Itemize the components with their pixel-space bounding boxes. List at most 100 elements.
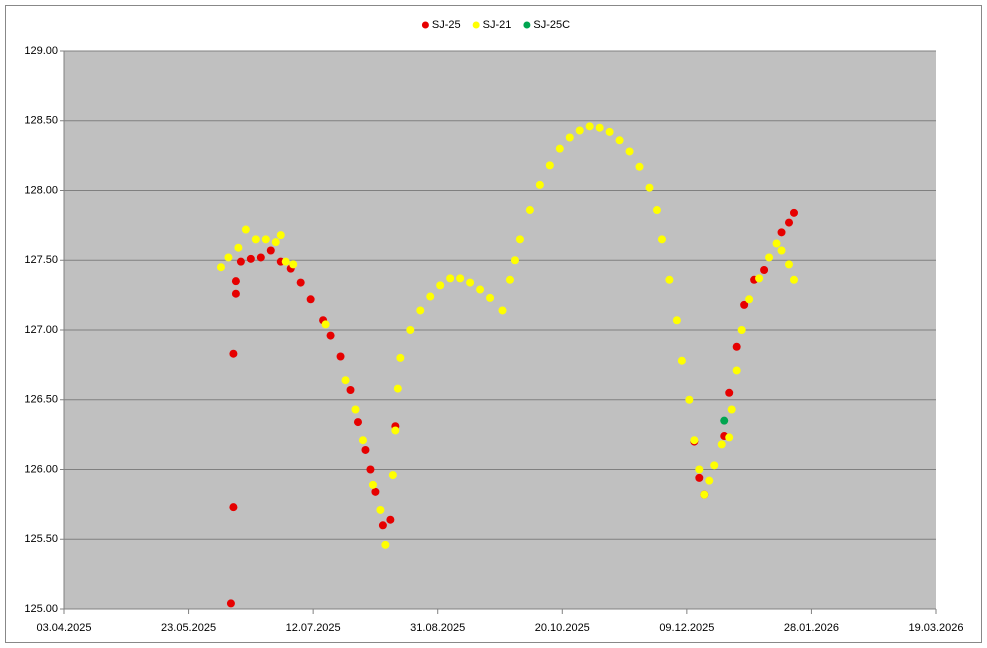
x-tick-label: 19.03.2026 (908, 622, 963, 634)
point (657, 235, 666, 244)
point (690, 436, 699, 445)
point (727, 405, 736, 414)
point (241, 225, 250, 234)
x-tick-label: 31.08.2025 (410, 622, 465, 634)
point (652, 206, 661, 215)
point (525, 206, 534, 215)
point (505, 275, 514, 284)
legend-marker (421, 21, 429, 29)
point (234, 243, 243, 252)
point (236, 257, 245, 266)
point (772, 239, 781, 248)
y-tick-label: 127.00 (24, 324, 58, 336)
point (456, 274, 465, 283)
point (760, 266, 769, 275)
point (229, 503, 238, 512)
point (391, 426, 400, 435)
point (396, 353, 405, 362)
x-tick-label: 12.07.2025 (286, 622, 341, 634)
point (789, 208, 798, 217)
point (685, 395, 694, 404)
point (585, 122, 594, 131)
point (341, 376, 350, 385)
point (595, 123, 604, 132)
point (720, 416, 729, 425)
point (326, 331, 335, 340)
point (695, 465, 704, 474)
y-tick-label: 128.00 (24, 184, 58, 196)
point (725, 433, 734, 442)
point (700, 490, 709, 499)
point (296, 278, 305, 287)
point (266, 246, 275, 255)
point (466, 278, 475, 287)
point (755, 274, 764, 283)
point (386, 515, 395, 524)
point (246, 254, 255, 263)
point (336, 352, 345, 361)
point (615, 136, 624, 145)
point (625, 147, 634, 156)
point (695, 473, 704, 482)
point (406, 326, 415, 334)
point (575, 126, 584, 135)
point (717, 440, 726, 449)
point (321, 320, 330, 329)
point (476, 285, 485, 294)
point (361, 445, 370, 454)
point (645, 183, 654, 192)
legend-item: SJ-25 (421, 19, 461, 31)
point (351, 405, 360, 414)
point (677, 356, 686, 365)
point (446, 274, 455, 283)
point (368, 480, 377, 489)
y-tick-label: 129.00 (24, 45, 58, 57)
y-tick-label: 126.50 (24, 394, 58, 406)
point (393, 384, 402, 393)
point (785, 260, 794, 269)
point (353, 418, 362, 427)
y-tick-label: 125.00 (24, 603, 58, 615)
legend-label: SJ-25C (533, 19, 570, 31)
point (740, 300, 749, 309)
point (251, 235, 260, 244)
point (229, 349, 238, 358)
point (436, 281, 445, 290)
point (426, 292, 435, 301)
legend-label: SJ-21 (483, 19, 512, 31)
legend-item: SJ-25C (523, 19, 570, 31)
point (378, 521, 387, 530)
point (535, 180, 544, 189)
point (358, 436, 367, 445)
y-tick-label: 125.50 (24, 533, 58, 545)
legend-marker (472, 21, 480, 29)
point (224, 253, 233, 262)
point (289, 260, 298, 269)
point (710, 461, 719, 470)
point (725, 388, 734, 397)
point (777, 246, 786, 255)
point (276, 231, 285, 240)
point (498, 306, 507, 315)
point (388, 471, 397, 480)
legend-marker (523, 21, 531, 29)
legend-label: SJ-25 (432, 19, 461, 31)
point (381, 540, 390, 549)
point (745, 295, 754, 304)
point (366, 465, 375, 474)
y-tick-label: 126.00 (24, 463, 58, 475)
point (635, 162, 644, 171)
point (565, 133, 574, 142)
point (256, 253, 265, 262)
legend-item: SJ-21 (472, 19, 512, 31)
point (705, 476, 714, 485)
point (271, 238, 280, 247)
x-tick-label: 09.12.2025 (659, 622, 714, 634)
x-tick-label: 20.10.2025 (535, 622, 590, 634)
point (416, 306, 425, 315)
x-tick-label: 03.04.2025 (36, 622, 91, 634)
point (785, 218, 794, 227)
point (231, 289, 240, 298)
point (672, 316, 681, 325)
point (231, 277, 240, 286)
